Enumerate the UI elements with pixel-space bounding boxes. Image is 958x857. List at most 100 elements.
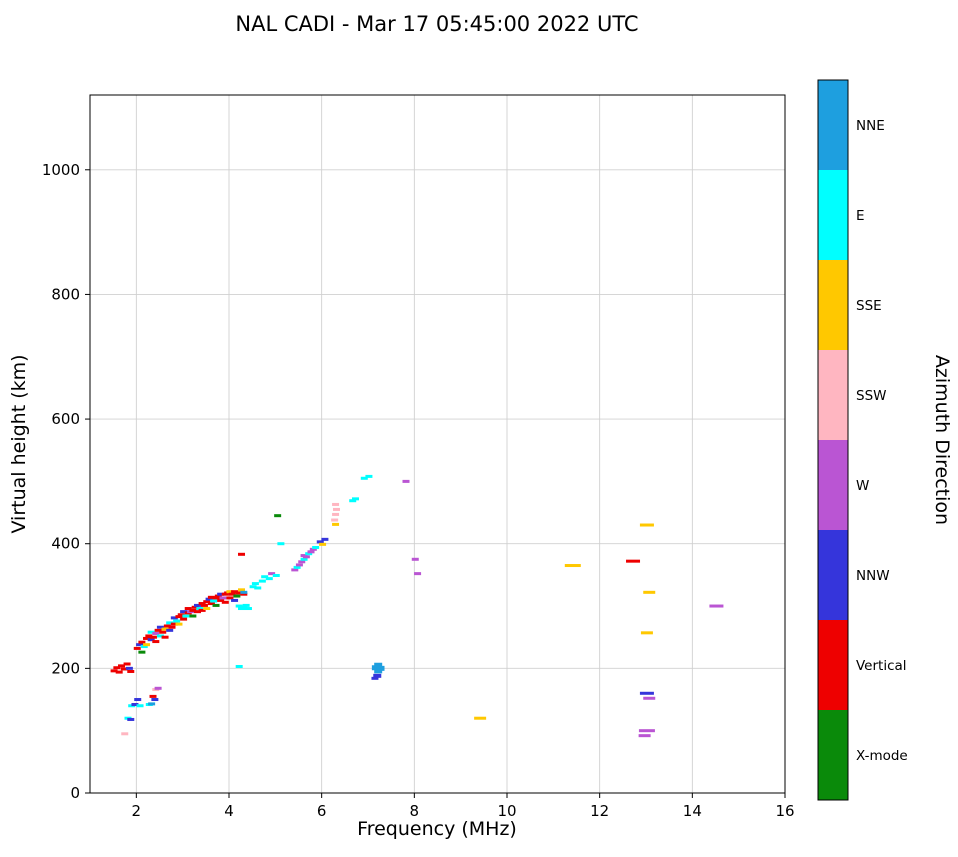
colorbar-segment-SSW	[818, 350, 848, 440]
data-point-E	[251, 582, 259, 586]
data-point-NNW	[316, 540, 324, 544]
data-point-E	[166, 621, 174, 625]
data-point-Vertical	[217, 598, 225, 602]
x-tick-label: 10	[497, 802, 516, 820]
data-point-E	[254, 586, 262, 590]
data-point-Vertical	[170, 622, 178, 626]
x-tick-label: 8	[410, 802, 420, 820]
data-point-Vertical	[149, 694, 157, 698]
data-point-Vertical	[189, 608, 197, 612]
data-point-E	[300, 557, 308, 561]
data-point-SSW	[332, 507, 340, 511]
colorbar-segment-E	[818, 170, 848, 260]
data-point-X-mode	[274, 514, 282, 518]
data-point-Vertical	[143, 636, 151, 640]
colorbar-segment-label: Vertical	[856, 658, 907, 674]
data-point-Vertical	[145, 634, 153, 638]
data-point-X-mode	[212, 603, 220, 607]
data-point-Vertical	[133, 646, 141, 650]
data-point-E	[365, 474, 373, 478]
data-point-E	[147, 630, 155, 634]
data-point-SSE	[319, 542, 327, 546]
data-point-SSE	[175, 622, 183, 626]
data-point-E	[312, 545, 320, 549]
data-point-E	[196, 607, 204, 611]
data-point-Vertical	[115, 670, 123, 674]
data-point-SSW	[331, 518, 339, 522]
data-point-NNE	[148, 702, 156, 706]
data-point-Vertical	[152, 640, 160, 644]
colorbar-segment-label: W	[856, 478, 869, 494]
data-point-Vertical	[149, 635, 157, 639]
data-point-E	[360, 476, 368, 480]
data-point-W	[309, 547, 317, 551]
data-point-Vertical	[138, 640, 146, 644]
data-point-Vertical	[191, 605, 199, 609]
data-point-NNW	[131, 703, 139, 707]
colorbar-segment-X-mode	[818, 710, 848, 800]
data-point-NNW	[147, 638, 155, 642]
axes-layer: 2 4 6 8 10 12 14 16 0 200 400 600 800 1000	[42, 161, 795, 820]
data-point-Vertical	[193, 610, 201, 614]
data-point-Vertical	[118, 664, 126, 668]
data-point-E	[240, 605, 248, 609]
data-point-NNW	[371, 676, 379, 680]
data-point-E	[235, 604, 243, 608]
x-tick-label: 6	[317, 802, 327, 820]
data-point-E	[235, 664, 243, 668]
data-point-SSE	[226, 590, 234, 594]
data-point-NNE	[240, 590, 248, 594]
data-point-NNE	[374, 662, 383, 668]
data-point-Vertical	[175, 615, 183, 619]
data-point-W	[295, 563, 303, 567]
data-point-Vertical	[154, 628, 162, 632]
data-point-Vertical	[127, 669, 135, 673]
data-point-NNW	[170, 616, 178, 620]
data-point-SSE	[203, 607, 211, 611]
data-point-Vertical	[168, 625, 176, 629]
points-layer	[110, 474, 724, 738]
data-point-NNW	[373, 673, 382, 678]
data-point-NNW	[217, 592, 225, 596]
data-point-Vertical	[214, 594, 222, 598]
data-point-E	[261, 575, 269, 579]
y-tick-label: 400	[51, 535, 80, 553]
data-point-SSE	[564, 564, 581, 568]
data-point-W	[302, 555, 310, 559]
data-point-Vertical	[226, 596, 234, 600]
data-point-Vertical	[228, 592, 236, 596]
data-point-W	[152, 631, 160, 635]
data-point-E	[242, 603, 250, 607]
data-point-E	[173, 619, 181, 623]
data-point-SSE	[639, 523, 654, 527]
data-point-Vertical	[200, 603, 208, 607]
data-point-Vertical	[177, 613, 185, 617]
data-point-Vertical	[238, 552, 246, 556]
data-point-NNW	[193, 603, 201, 607]
grid-layer	[90, 95, 786, 794]
y-tick-label: 600	[51, 410, 80, 428]
colorbar-segment-Vertical	[818, 620, 848, 710]
data-point-NNW	[136, 643, 144, 647]
colorbar-segment-NNW	[818, 530, 848, 620]
data-point-E	[249, 585, 257, 589]
data-point-NNW	[151, 698, 159, 702]
data-point-Vertical	[235, 591, 243, 595]
data-point-Vertical	[203, 600, 211, 604]
data-point-E	[258, 579, 266, 583]
colorbar-segment-SSE	[818, 260, 848, 350]
colorbar-border	[817, 79, 849, 801]
data-point-Vertical	[120, 667, 128, 671]
data-point-NNW	[134, 698, 142, 702]
data-point-SSW	[332, 502, 340, 506]
data-point-Vertical	[123, 662, 131, 666]
data-point-SSE	[161, 627, 169, 631]
colorbar-segment-label: SSW	[856, 388, 887, 404]
x-tick-label: 16	[775, 802, 794, 820]
data-point-Vertical	[212, 596, 220, 600]
data-point-SSW	[121, 732, 129, 736]
data-point-SSE	[143, 643, 151, 647]
x-tick-label: 4	[224, 802, 234, 820]
data-point-E	[140, 645, 148, 649]
